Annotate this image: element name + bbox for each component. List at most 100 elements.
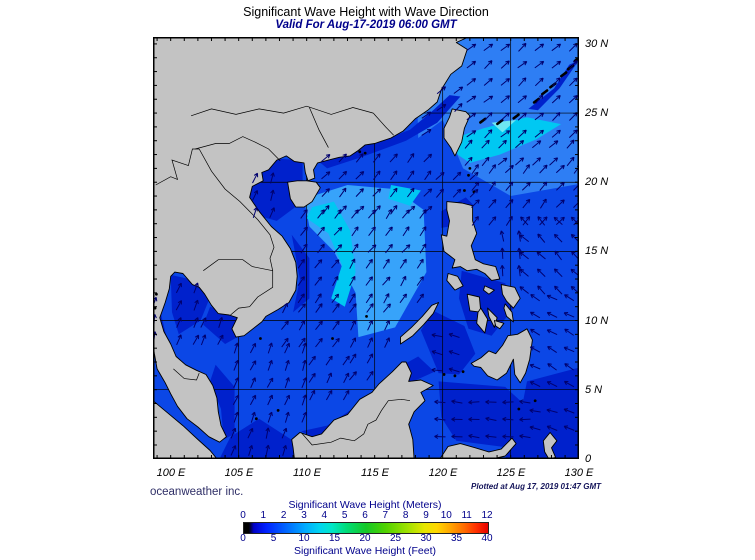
wave-direction-arrow — [502, 434, 514, 439]
wave-direction-arrow — [365, 293, 373, 304]
wave-direction-arrow — [349, 337, 356, 348]
wave-direction-arrow — [529, 311, 541, 319]
wave-direction-arrow — [367, 319, 373, 331]
wave-direction-arrow — [519, 251, 529, 260]
ocean-shade-cyan — [454, 117, 561, 163]
wave-direction-arrow — [284, 342, 290, 354]
wave-direction-arrow — [423, 188, 433, 197]
wave-direction-arrow — [249, 360, 257, 371]
wave-direction-arrow — [539, 181, 548, 191]
wave-direction-arrow — [547, 363, 557, 371]
wave-direction-arrow — [298, 320, 305, 331]
wave-direction-arrow — [555, 164, 565, 174]
wave-direction-arrow — [407, 153, 415, 163]
wave-direction-arrow — [500, 247, 505, 259]
wave-direction-arrow — [314, 259, 323, 269]
wave-direction-arrow — [366, 303, 374, 313]
small-island — [453, 374, 457, 378]
wave-direction-arrow — [469, 188, 479, 198]
wave-direction-arrow — [537, 233, 546, 243]
wave-direction-arrow — [504, 164, 514, 174]
small-island — [365, 314, 368, 318]
wave-direction-arrow — [269, 207, 275, 218]
wave-direction-arrow — [423, 205, 433, 214]
wave-direction-arrow — [448, 367, 460, 373]
land-panay — [466, 293, 482, 313]
wave-direction-arrow — [537, 216, 546, 226]
country-border — [373, 112, 394, 136]
wave-direction-arrow — [233, 411, 239, 423]
wave-direction-arrow — [539, 216, 548, 226]
wave-direction-arrow — [383, 303, 391, 313]
wave-direction-arrow — [500, 112, 510, 121]
wave-direction-arrow — [500, 95, 510, 104]
wave-direction-arrow — [233, 342, 239, 354]
longitude-label: 105 E — [224, 467, 254, 479]
wave-direction-arrow — [192, 334, 200, 345]
wave-direction-arrow — [431, 333, 443, 338]
land-samar — [500, 284, 521, 309]
wave-direction-arrow — [551, 95, 561, 104]
small-island — [463, 189, 466, 192]
wave-direction-arrow — [564, 294, 575, 302]
wave-direction-arrow — [505, 199, 514, 209]
latitude-label: 25 N — [585, 107, 609, 119]
land-mindanao — [470, 328, 533, 384]
legend-tick-feet: 40 — [481, 533, 493, 544]
latitude-label: 10 N — [585, 315, 609, 327]
wave-direction-arrow — [555, 216, 565, 225]
wave-direction-arrow — [342, 389, 350, 401]
wave-direction-arrow — [468, 417, 480, 422]
wave-direction-arrow — [355, 171, 365, 180]
wave-direction-arrow — [382, 276, 391, 286]
wave-direction-arrow — [314, 276, 323, 286]
wave-direction-arrow — [466, 60, 477, 69]
wave-direction-arrow — [484, 112, 493, 121]
ryukyu-island — [532, 97, 541, 104]
wave-direction-arrow — [349, 353, 357, 364]
wave-direction-arrow — [534, 129, 544, 138]
legend-tick-feet: 35 — [450, 533, 463, 544]
wave-direction-arrow — [302, 359, 307, 371]
wave-direction-arrow — [481, 156, 490, 167]
wave-direction-arrow — [317, 243, 325, 254]
wave-direction-arrow — [553, 233, 563, 243]
wave-direction-arrow — [522, 198, 531, 209]
wave-direction-arrow — [530, 328, 541, 336]
wave-direction-arrow — [250, 411, 256, 423]
wave-direction-arrow — [505, 181, 514, 191]
wave-direction-arrow — [554, 250, 562, 261]
legend-tick-feet: 0 — [240, 533, 246, 544]
wave-direction-arrow — [230, 445, 237, 456]
wave-direction-arrow — [351, 243, 359, 254]
wave-direction-arrow — [416, 293, 424, 304]
wave-direction-arrow — [282, 302, 288, 314]
wave-direction-arrow — [266, 377, 274, 388]
wave-direction-arrow — [471, 164, 479, 174]
wave-direction-arrow — [407, 187, 415, 198]
wave-direction-arrow — [532, 157, 541, 166]
wave-direction-arrow — [332, 303, 340, 313]
plotted-at-text: Plotted at Aug 17, 2019 01:47 GMT — [471, 482, 601, 491]
wave-direction-arrow — [385, 208, 393, 220]
wave-direction-arrow — [516, 230, 522, 242]
wave-direction-arrow — [317, 209, 325, 219]
wave-direction-arrow — [308, 355, 316, 366]
wave-direction-arrow — [483, 95, 494, 103]
wave-direction-arrow — [248, 444, 254, 456]
wave-direction-arrow — [281, 427, 288, 439]
wave-direction-arrow — [488, 181, 496, 192]
land-hainan — [287, 180, 321, 208]
small-island — [468, 166, 472, 170]
wave-direction-arrow — [390, 187, 398, 198]
wave-direction-arrow — [552, 112, 561, 121]
wave-direction-arrow — [252, 172, 259, 184]
wave-direction-arrow — [298, 337, 306, 348]
ocean-shade-dark — [291, 234, 310, 313]
wave-direction-arrow — [519, 417, 531, 422]
wave-direction-arrow — [488, 164, 497, 174]
wave-direction-arrow — [332, 320, 340, 331]
wave-direction-arrow — [325, 389, 333, 401]
wave-direction-arrow — [529, 425, 541, 431]
